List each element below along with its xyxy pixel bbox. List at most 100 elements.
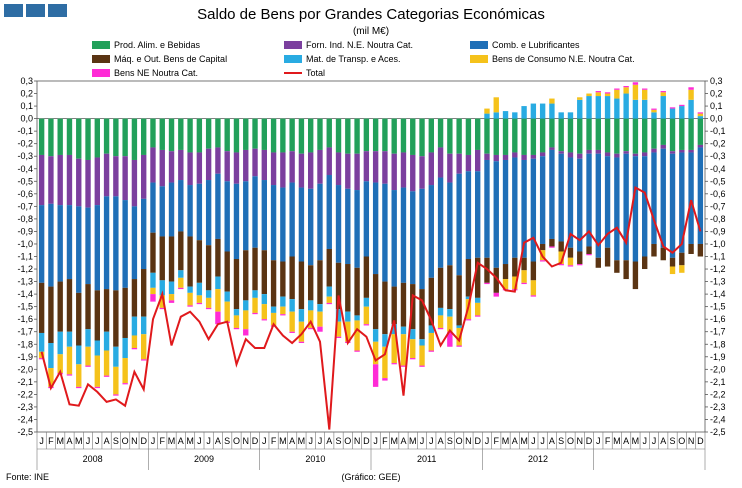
x-tick-label-month: F [160,436,166,446]
bar-transport [642,99,648,119]
bar-machinery [493,267,499,293]
bar-consumer [131,335,138,349]
bar-food [382,118,388,152]
x-tick-label-month: A [104,436,110,446]
bar-consumer [660,92,666,97]
bar-consumer [679,265,685,273]
y-tick-label-left: -2,2 [17,389,33,399]
x-tick-label-month: M [186,436,194,446]
bar-other [280,314,286,316]
bar-machinery [428,277,434,326]
bar-machinery [363,256,370,298]
bar-fuel [604,156,611,248]
bar-consumer [623,87,629,94]
x-tick-label-month: D [252,436,259,446]
y-tick-label-right: -1,1 [710,252,726,262]
bar-fuel [586,153,592,247]
bar-fuel [419,188,425,290]
bar-consumer [150,287,156,295]
bar-consumer [428,332,434,351]
bar-fuel [447,182,453,266]
bar-transport [94,340,100,356]
bar-fuel [205,180,212,246]
legend-label: Bens de Consumo N.E. Noutra Cat. [492,54,635,64]
bar-other [539,260,546,262]
bar-industrial [57,154,63,206]
bar-food [308,118,314,153]
bar-industrial [465,154,472,172]
bar-machinery [586,246,592,254]
bar-fuel [614,157,620,261]
x-tick-label-month: S [336,436,342,446]
bar-fuel [642,156,648,257]
bar-food [558,118,564,152]
x-tick-label-month: O [233,436,240,446]
bar-machinery [512,257,518,277]
bar-consumer [651,109,657,113]
bar-industrial [419,156,425,189]
bar-food [521,118,527,155]
bar-food [410,118,416,155]
bar-industrial [400,152,407,188]
bar-food [298,118,305,154]
bar-industrial [289,151,295,183]
bar-fuel [512,157,518,258]
bar-fuel [196,183,203,241]
bar-machinery [38,282,45,333]
bar-transport [447,309,453,317]
bar-food [549,118,555,148]
x-tick-label-month: J [420,436,425,446]
bar-industrial [38,154,45,206]
legend-item-consumer: Bens de Consumo N.E. Noutra Cat. [470,54,635,64]
bar-transport [345,311,351,322]
bar-consumer [270,312,277,326]
y-tick-label-left: -1,5 [17,302,33,312]
legend-swatch [92,69,110,77]
bar-food [391,118,397,154]
bar-fuel [391,190,397,287]
legend-label: Mat. de Transp. e Aces. [306,54,401,64]
bar-industrial [382,151,388,184]
bar-fuel [345,188,351,265]
x-tick-label-month: A [326,436,332,446]
bar-food [289,118,295,152]
bar-transport [159,280,165,296]
bar-food [623,118,629,152]
legend-swatch [284,41,302,49]
bar-other [289,331,295,333]
x-tick-label-month: A [512,436,518,446]
y-tick-label-left: -1,4 [17,289,33,299]
y-tick-label-right: -1,2 [710,264,726,274]
bar-machinery [335,262,342,310]
bar-machinery [168,236,175,282]
bar-consumer [215,289,221,312]
bar-industrial [280,152,286,188]
x-tick-label-month: J [308,436,313,446]
bar-machinery [261,250,267,295]
bar-food [354,118,360,154]
x-tick-label-month: A [660,436,666,446]
bar-transport [317,304,323,312]
bar-transport [335,309,342,322]
x-tick-label-month: S [670,436,676,446]
bar-fuel [502,159,509,265]
bar-other [66,374,73,376]
bar-consumer [549,98,555,104]
bar-machinery [437,267,444,308]
bar-industrial [521,154,527,160]
bar-machinery [530,261,537,281]
y-tick-label-right: -0,6 [710,189,726,199]
y-tick-label-right: -0,5 [710,176,726,186]
bar-machinery [642,256,648,270]
bar-machinery [243,250,249,301]
bar-industrial [372,151,379,183]
bar-transport [196,282,203,296]
x-tick-label-month: D [474,436,481,446]
bar-transport [205,290,212,298]
bar-consumer [103,350,110,376]
bar-machinery [122,287,128,338]
bar-transport [530,103,537,119]
x-tick-label-month: N [577,436,584,446]
bar-machinery [280,261,286,297]
gee-logo [4,4,67,17]
